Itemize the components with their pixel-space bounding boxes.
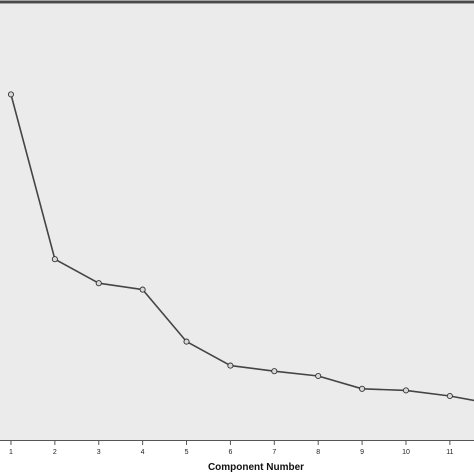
x-tick-label-7: 7	[272, 449, 276, 456]
series-line-segment	[98, 282, 143, 291]
series-line-segment	[10, 94, 56, 260]
data-point-1	[7, 91, 15, 98]
data-point-11	[446, 392, 453, 400]
x-axis-ticks	[10, 440, 451, 445]
x-axis-title: Component Number	[208, 462, 304, 473]
data-point-6	[227, 362, 234, 369]
data-point-4	[139, 286, 146, 293]
series-markers	[7, 91, 453, 400]
x-tick-label-6: 6	[228, 449, 232, 456]
data-point-3	[95, 280, 102, 287]
x-tick-label-8: 8	[316, 449, 320, 456]
plot-area-background	[0, 4, 474, 440]
series-lines	[10, 94, 474, 402]
data-point-2	[51, 256, 58, 263]
data-point-7	[271, 368, 278, 375]
data-point-9	[359, 385, 366, 392]
data-point-10	[402, 387, 410, 394]
series-line-segment	[274, 370, 319, 377]
x-tick-label-4: 4	[141, 449, 145, 456]
series-line-segment	[362, 388, 407, 392]
series-line-segment	[230, 364, 275, 372]
series-line-segment	[317, 375, 363, 390]
data-point-8	[315, 372, 322, 380]
x-tick-label-9: 9	[360, 449, 364, 456]
x-tick-label-1: 1	[9, 449, 13, 456]
x-tick-label-10: 10	[402, 449, 410, 456]
x-tick-label-5: 5	[185, 449, 189, 456]
series-line-segment	[186, 340, 231, 367]
series-line-segment	[142, 289, 188, 343]
x-axis-tick-labels: 1 2 3 4 5 6 7 8 9 10 11	[9, 449, 454, 456]
x-tick-label-2: 2	[53, 449, 57, 456]
series-line-segment	[405, 389, 450, 397]
series-line-segment	[54, 258, 100, 284]
x-tick-label-3: 3	[97, 449, 101, 456]
x-tick-label-11: 11	[446, 449, 453, 456]
data-point-5	[183, 338, 190, 345]
series-line-segment	[449, 395, 474, 402]
